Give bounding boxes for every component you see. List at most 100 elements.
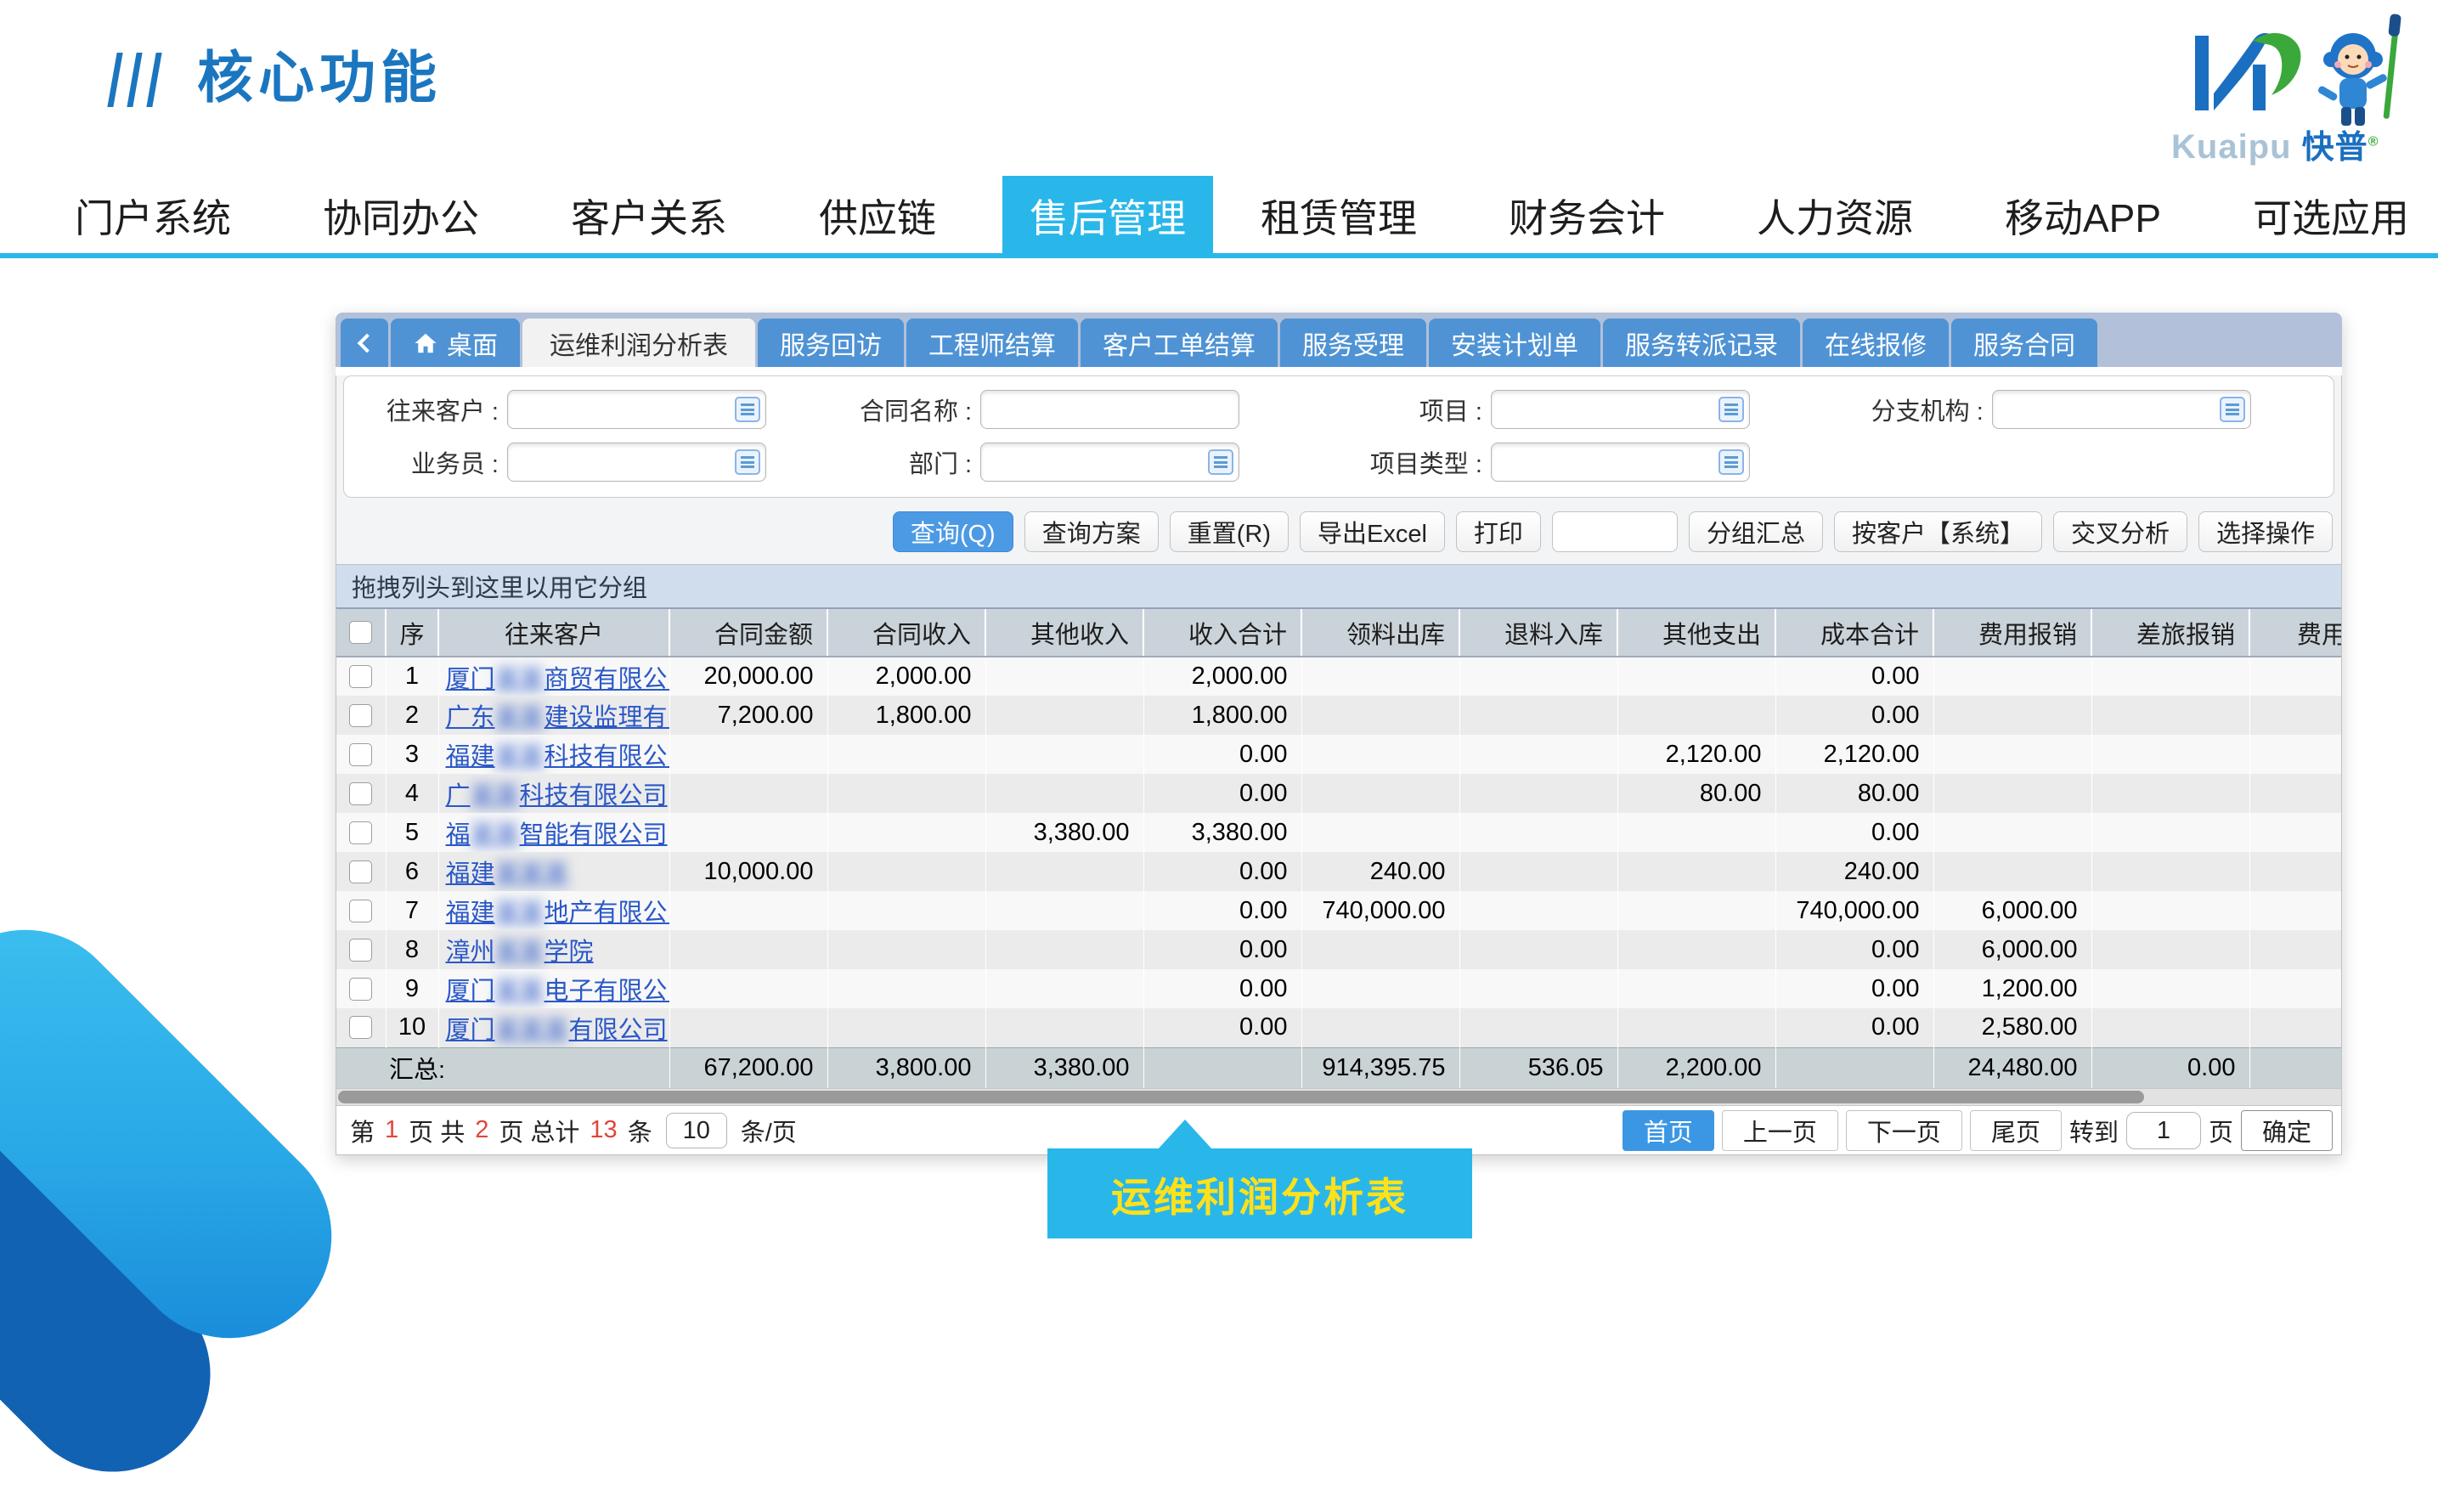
customer-link[interactable]: 福建某某地产有限公司 xyxy=(446,900,669,927)
row-checkbox[interactable] xyxy=(349,977,373,1001)
tab-桌面[interactable]: 桌面 xyxy=(391,319,520,367)
horizontal-scrollbar-thumb[interactable] xyxy=(338,1091,2144,1103)
tab-服务受理[interactable]: 服务受理 xyxy=(1280,319,1426,367)
row-checkbox[interactable] xyxy=(349,860,373,883)
row-checkbox[interactable] xyxy=(349,899,373,922)
tab-服务回访[interactable]: 服务回访 xyxy=(758,319,904,367)
filter-label: 分支机构 : xyxy=(1871,398,1984,426)
tab-安装计划单[interactable]: 安装计划单 xyxy=(1429,319,1600,367)
next-page-button[interactable]: 下一页 xyxy=(1845,1109,1962,1151)
customer-link[interactable]: 福建某某科技有限公司 xyxy=(446,743,669,770)
column-header-退料入库[interactable]: 退料入库 xyxy=(1459,609,1618,657)
lookup-list-icon[interactable] xyxy=(1718,449,1744,475)
nav-item-客户关系[interactable]: 客户关系 xyxy=(571,196,727,240)
选择操作-button[interactable]: 选择操作 xyxy=(2198,511,2333,552)
nav-item-售后管理[interactable]: 售后管理 xyxy=(1002,176,1213,256)
column-header-领料出库[interactable]: 领料出库 xyxy=(1301,609,1460,657)
column-header-合同收入[interactable]: 合同收入 xyxy=(827,609,986,657)
column-header-差旅报销[interactable]: 差旅报销 xyxy=(2091,609,2250,657)
column-header-成本合计[interactable]: 成本合计 xyxy=(1775,609,1934,657)
column-header-其他支出[interactable]: 其他支出 xyxy=(1617,609,1776,657)
row-checkbox[interactable] xyxy=(349,781,373,805)
column-header-其他收入[interactable]: 其他收入 xyxy=(985,609,1144,657)
customer-cell: 福建某某地产有限公司 xyxy=(438,891,670,930)
tab-服务合同[interactable]: 服务合同 xyxy=(1951,319,2097,367)
customer-name-visible: 电子有限公司 xyxy=(544,978,669,1005)
查询方案-button[interactable]: 查询方案 xyxy=(1024,511,1159,552)
pager-text: 条 xyxy=(627,1119,652,1147)
back-button[interactable] xyxy=(341,319,388,367)
lookup-list-icon[interactable] xyxy=(2219,397,2245,422)
column-header-序[interactable]: 序 xyxy=(386,609,439,657)
column-header-费用合[interactable]: 费用合 xyxy=(2249,609,2341,657)
tab-服务转派记录[interactable]: 服务转派记录 xyxy=(1603,319,1800,367)
blank-button[interactable] xyxy=(1551,511,1678,552)
confirm-button[interactable]: 确定 xyxy=(2240,1109,2333,1151)
column-header-往来客户[interactable]: 往来客户 xyxy=(438,609,670,657)
filter-input[interactable] xyxy=(1490,443,1750,482)
nav-item-人力资源[interactable]: 人力资源 xyxy=(1757,196,1913,240)
row-checkbox[interactable] xyxy=(349,665,373,688)
row-checkbox[interactable] xyxy=(349,742,373,766)
amount-cell xyxy=(669,1008,828,1047)
customer-link[interactable]: 厦门某某商贸有限公司 xyxy=(446,666,669,693)
summary-row: 汇总: 67,200.00 3,800.00 3,380.00 914,395.75 53… xyxy=(336,1047,2341,1088)
lookup-list-icon[interactable] xyxy=(1718,397,1744,422)
nav-item-可选应用[interactable]: 可选应用 xyxy=(2253,196,2410,240)
nav-item-协同办公[interactable]: 协同办公 xyxy=(323,196,479,240)
打印-button[interactable]: 打印 xyxy=(1455,511,1541,552)
customer-link[interactable]: 福建某某某 xyxy=(446,860,569,888)
filter-input[interactable] xyxy=(1490,390,1750,429)
amount-cell xyxy=(1301,735,1460,774)
select-all-checkbox[interactable] xyxy=(349,621,372,644)
customer-link[interactable]: 漳州某某学院 xyxy=(446,939,594,966)
按客户【系统】-button[interactable]: 按客户【系统】 xyxy=(1833,511,2042,552)
交叉分析-button[interactable]: 交叉分析 xyxy=(2052,511,2187,552)
row-checkbox-cell xyxy=(336,930,387,969)
prev-page-button[interactable]: 上一页 xyxy=(1721,1109,1838,1151)
page-size-input[interactable]: 10 xyxy=(665,1112,727,1148)
导出Excel-button[interactable]: 导出Excel xyxy=(1300,511,1445,552)
customer-link[interactable]: 厦门某某某有限公司 xyxy=(446,1017,668,1044)
last-page-button[interactable]: 尾页 xyxy=(1969,1109,2062,1151)
row-checkbox[interactable] xyxy=(349,821,373,844)
row-checkbox[interactable] xyxy=(349,938,373,962)
row-seq: 2 xyxy=(386,696,439,735)
row-seq: 6 xyxy=(386,852,439,891)
row-checkbox[interactable] xyxy=(349,703,373,727)
lookup-list-icon[interactable] xyxy=(735,397,760,422)
filter-input[interactable] xyxy=(1991,390,2251,429)
customer-link[interactable]: 广东某某建设监理有限... xyxy=(446,704,669,731)
summary-amount-cell: 2,200.00 xyxy=(1617,1047,1776,1088)
column-header-合同金额[interactable]: 合同金额 xyxy=(669,609,828,657)
group-drop-zone[interactable]: 拖拽列头到这里以用它分组 xyxy=(336,565,2341,609)
customer-link[interactable]: 广某某科技有限公司 xyxy=(446,782,668,810)
filter-input[interactable] xyxy=(980,443,1240,482)
tab-运维利润分析表[interactable]: 运维利润分析表 xyxy=(522,319,755,367)
row-checkbox[interactable] xyxy=(349,1016,373,1040)
table-row: 9厦门某某电子有限公司0.000.001,200.001, xyxy=(336,969,2341,1008)
amount-cell: 6, xyxy=(2249,891,2341,930)
nav-item-门户系统[interactable]: 门户系统 xyxy=(75,196,231,240)
nav-item-租赁管理[interactable]: 租赁管理 xyxy=(1261,196,1417,240)
column-header-收入合计[interactable]: 收入合计 xyxy=(1143,609,1302,657)
goto-page-input[interactable]: 1 xyxy=(2125,1111,2201,1149)
customer-link[interactable]: 福某某智能有限公司 xyxy=(446,821,668,849)
tab-在线报修[interactable]: 在线报修 xyxy=(1803,319,1949,367)
column-header-费用报销[interactable]: 费用报销 xyxy=(1933,609,2092,657)
nav-item-移动APP[interactable]: 移动APP xyxy=(2005,196,2162,240)
first-page-button[interactable]: 首页 xyxy=(1622,1109,1714,1151)
nav-item-供应链[interactable]: 供应链 xyxy=(819,196,936,240)
filter-input[interactable] xyxy=(980,390,1240,429)
nav-item-财务会计[interactable]: 财务会计 xyxy=(1509,196,1665,240)
lookup-list-icon[interactable] xyxy=(1208,449,1234,475)
查询(Q)-button[interactable]: 查询(Q) xyxy=(892,511,1013,552)
filter-input[interactable] xyxy=(507,443,766,482)
tab-客户工单结算[interactable]: 客户工单结算 xyxy=(1081,319,1278,367)
重置(R)-button[interactable]: 重置(R) xyxy=(1169,511,1289,552)
分组汇总-button[interactable]: 分组汇总 xyxy=(1688,511,1823,552)
customer-link[interactable]: 厦门某某电子有限公司 xyxy=(446,978,669,1005)
lookup-list-icon[interactable] xyxy=(735,449,760,475)
filter-input[interactable] xyxy=(507,390,766,429)
tab-工程师结算[interactable]: 工程师结算 xyxy=(906,319,1078,367)
